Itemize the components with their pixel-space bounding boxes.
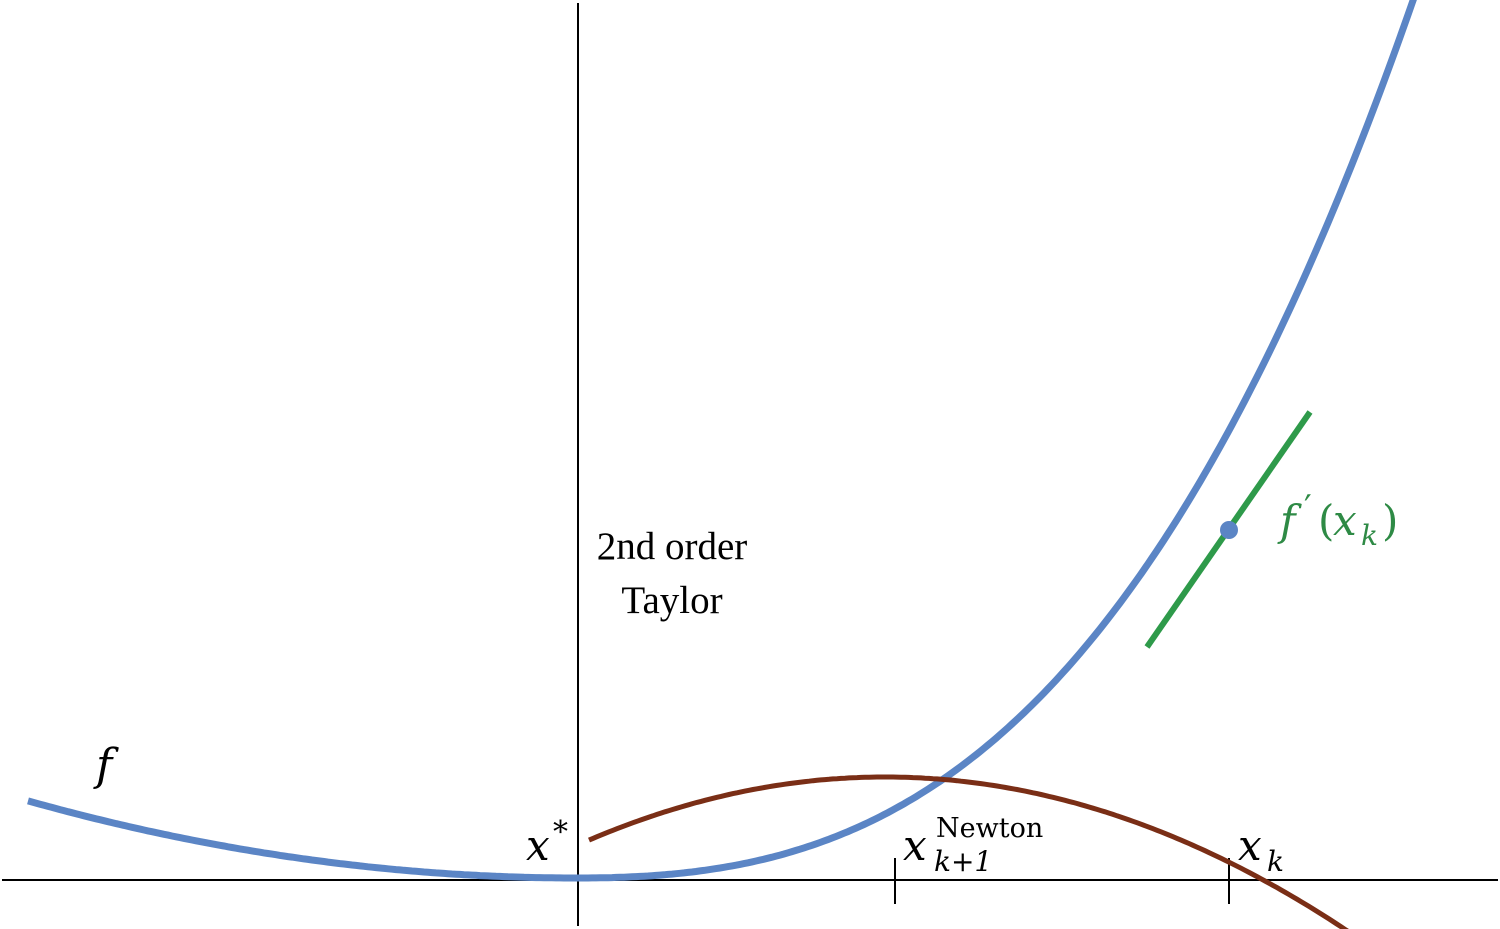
derivative-label-sub: k (1361, 519, 1378, 552)
xk-label-sub: k (1267, 845, 1284, 878)
f-label: f (93, 740, 119, 791)
taylor-label-line1: 2nd order (597, 525, 748, 568)
derivative-label-prime: ′ (1304, 488, 1312, 528)
f-curve (27, 0, 1417, 882)
newton-label-sup: Newton (936, 813, 1043, 844)
xstar-label-base: x (526, 821, 550, 870)
taylor-label-line2: Taylor (621, 579, 722, 622)
derivative-label: f ′ ( x k ) (1277, 488, 1398, 552)
derivative-label-open: ( (1318, 496, 1334, 545)
xstar-label-sup: * (553, 815, 568, 850)
taylor-curve (588, 774, 1349, 929)
derivative-label-fn: f (1277, 496, 1302, 545)
derivative-label-var: x (1333, 496, 1357, 545)
xk-point (1220, 521, 1238, 539)
newton-label-base: x (903, 821, 927, 870)
derivative-label-close: ) (1382, 496, 1398, 545)
newton-label-sub: k+1 (934, 845, 992, 878)
xk-label-base: x (1238, 821, 1262, 870)
